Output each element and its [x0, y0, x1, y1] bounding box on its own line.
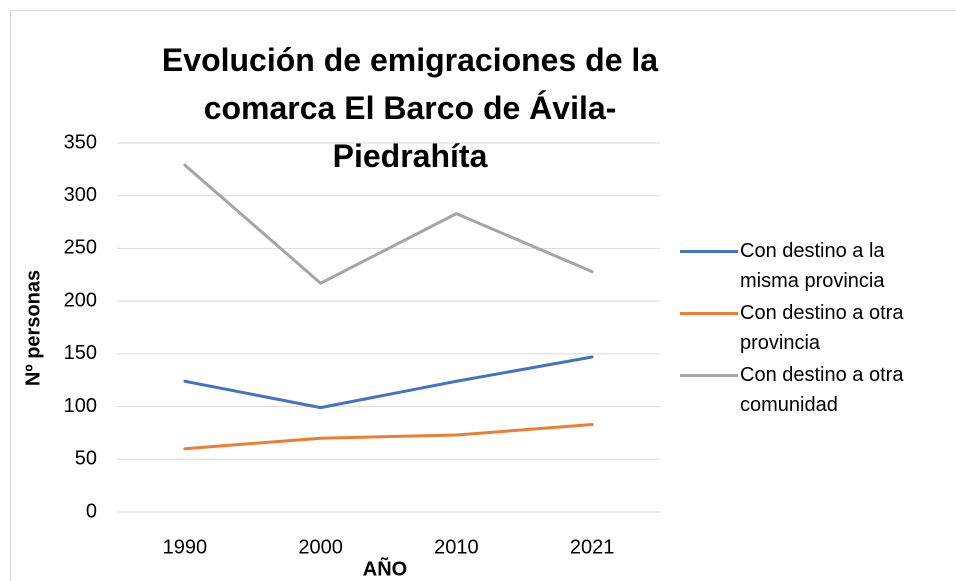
legend-swatch: [680, 374, 738, 377]
series-line: [183, 422, 594, 451]
y-tick-label: 200: [64, 289, 97, 311]
y-tick-label: 0: [86, 500, 97, 522]
legend-label: Con destino a la misma provincia: [740, 240, 885, 292]
x-tick-label: 2010: [434, 536, 479, 558]
y-axis-label: Nº personas: [22, 270, 44, 386]
y-tick-label: 300: [64, 184, 97, 206]
x-axis-label: AÑO: [363, 557, 407, 580]
legend-label: Con destino a otra provincia: [740, 302, 904, 354]
legend-item: Con destino a la misma provincia: [680, 236, 940, 296]
y-tick-label: 50: [75, 448, 97, 470]
series-line: [183, 355, 594, 410]
x-tick-label: 2000: [298, 536, 343, 558]
series-line: [183, 163, 594, 285]
legend: Con destino a la misma provincia Con dest…: [680, 236, 940, 422]
y-tick-label: 100: [64, 395, 97, 417]
legend-label: Con destino a otra comunidad: [740, 364, 904, 416]
legend-item: Con destino a otra provincia: [680, 298, 940, 358]
y-tick-label: 250: [64, 237, 97, 259]
legend-swatch: [680, 312, 738, 315]
y-tick-label: 350: [64, 131, 97, 153]
chart-border: [10, 10, 956, 581]
x-tick-label: 1990: [163, 536, 208, 558]
chart-title: Evolución de emigraciones de la comarca …: [161, 42, 659, 174]
y-tick-label: 150: [64, 342, 97, 364]
legend-swatch: [680, 250, 738, 253]
legend-item: Con destino a otra comunidad: [680, 360, 940, 420]
x-tick-label: 2021: [570, 536, 615, 558]
